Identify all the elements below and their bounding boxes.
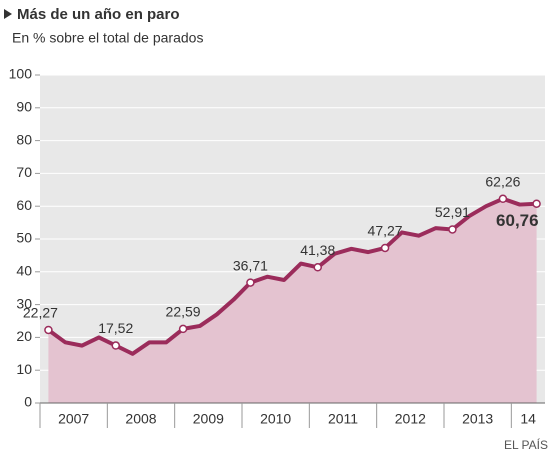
value-label: 47,27 <box>368 223 403 239</box>
value-label: 17,52 <box>98 320 133 336</box>
x-tick-label: 2012 <box>395 411 426 427</box>
x-tick-label: 2010 <box>260 411 291 427</box>
y-tick-label: 30 <box>16 295 32 311</box>
value-label: 22,59 <box>166 304 201 320</box>
point-marker <box>532 199 541 208</box>
x-tick-label: 2008 <box>125 411 156 427</box>
y-tick-label: 70 <box>16 164 32 180</box>
y-tick-label: 40 <box>16 263 32 279</box>
y-tick-label: 100 <box>9 66 33 82</box>
y-tick-label: 90 <box>16 99 32 115</box>
y-tick-label: 0 <box>24 394 32 410</box>
point-marker <box>313 263 322 272</box>
y-tick-label: 20 <box>16 328 32 344</box>
value-label: 52,91 <box>435 204 470 220</box>
area-fill <box>48 198 537 403</box>
title-icon <box>4 9 12 19</box>
value-label: 36,71 <box>233 257 268 273</box>
point-marker <box>178 324 188 334</box>
chart-title: Más de un año en paro <box>17 6 180 23</box>
x-tick-label: 14 <box>520 411 536 427</box>
value-label: 22,27 <box>23 305 58 321</box>
value-label: 60,76 <box>496 211 539 230</box>
x-tick-label: 2007 <box>58 411 89 427</box>
x-tick-label: 2011 <box>328 411 358 427</box>
source: EL PAÍS <box>504 437 548 452</box>
point-marker <box>44 325 53 335</box>
y-tick-label: 50 <box>16 230 32 246</box>
point-marker <box>380 243 390 253</box>
value-label: 41,38 <box>300 242 335 258</box>
point-marker <box>448 225 457 234</box>
point-marker <box>246 278 255 287</box>
y-tick-label: 60 <box>16 197 32 213</box>
y-tick-label: 80 <box>16 131 32 147</box>
point-marker <box>498 194 508 204</box>
point-marker <box>111 341 120 350</box>
value-label: 62,26 <box>485 173 520 189</box>
chart-subtitle: En % sobre el total de parados <box>12 30 203 46</box>
x-tick-label: 2013 <box>462 411 493 427</box>
x-tick-label: 2009 <box>193 411 224 427</box>
y-tick-label: 10 <box>16 361 32 377</box>
